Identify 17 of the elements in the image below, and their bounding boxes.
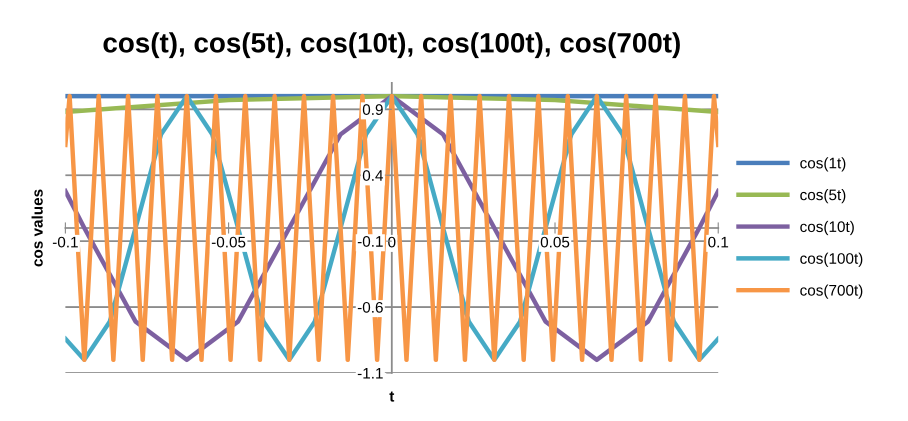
x-tick-label: 0.05	[540, 236, 570, 248]
legend-label: cos(1t)	[800, 157, 846, 172]
x-tick-label: 0.1	[708, 236, 728, 248]
chart-title: cos(t), cos(5t), cos(10t), cos(100t), cos(700t)	[103, 32, 680, 58]
legend-label: cos(5t)	[800, 189, 846, 204]
y-tick-label: 0.4	[362, 170, 384, 181]
x-tick-label: -0.05	[212, 236, 246, 248]
legend-label: cos(100t)	[800, 252, 862, 267]
legend-label: cos(10t)	[800, 220, 854, 236]
y-tick-label: -0.6	[358, 302, 383, 313]
y-tick-label: 0.9	[362, 104, 383, 115]
legend-label: cos(700t)	[800, 284, 862, 299]
x-tick-label: -0.1	[52, 236, 78, 248]
x-axis-title: t	[389, 392, 394, 402]
y-tick-label: -1.1	[358, 368, 383, 379]
y-axis-title: cos values	[32, 190, 43, 266]
x-tick-label: 0	[388, 236, 396, 248]
